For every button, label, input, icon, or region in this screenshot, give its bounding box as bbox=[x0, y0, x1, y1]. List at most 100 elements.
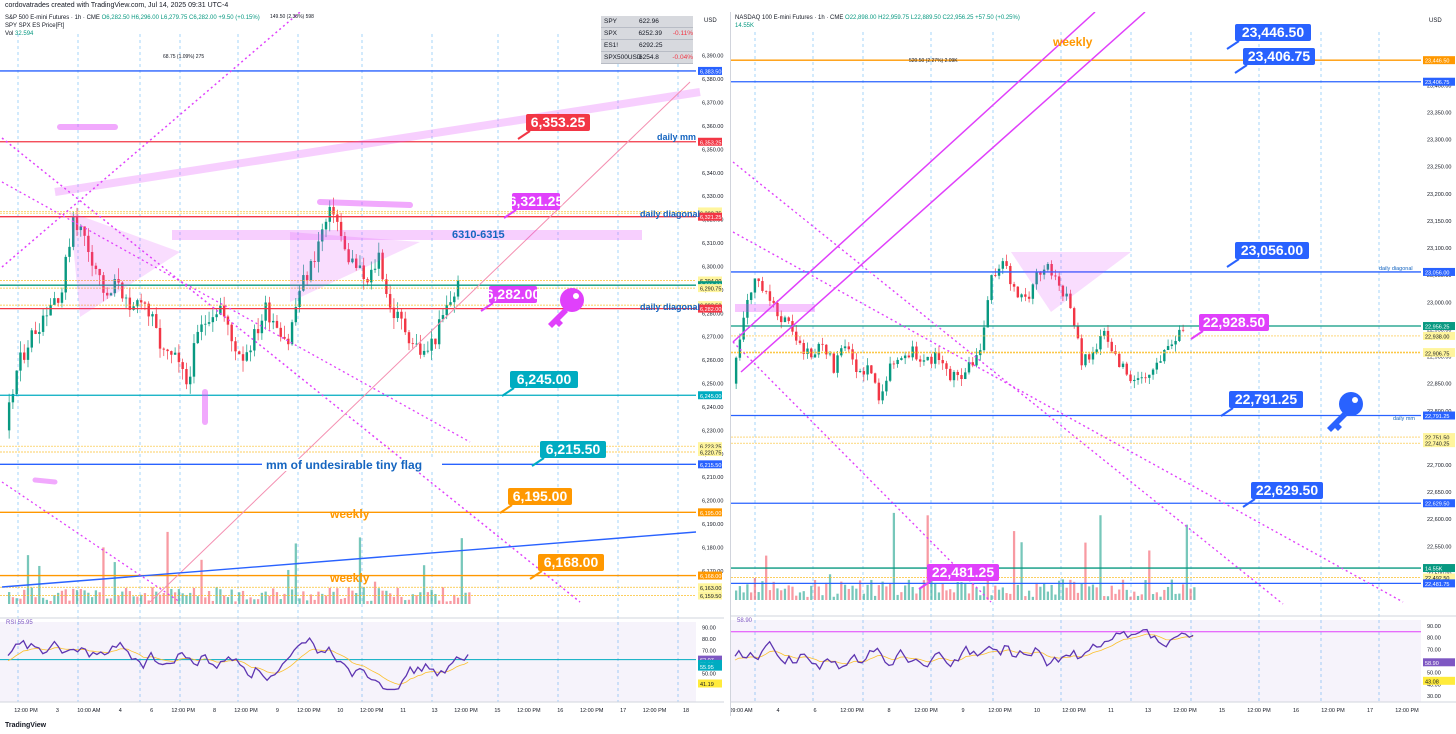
volume-bar bbox=[419, 592, 422, 604]
candle-body bbox=[15, 370, 18, 395]
candle-body bbox=[888, 363, 892, 381]
volume-bar bbox=[355, 592, 358, 604]
axis-tick: 6,180.00 bbox=[702, 545, 723, 551]
candle-body bbox=[1125, 363, 1128, 375]
es-chart-pane[interactable]: USD 6,390.00 6,380.00 6,370.00 6,360.00 6,350… bbox=[0, 12, 724, 716]
price-tag-bg bbox=[1423, 573, 1455, 582]
quote-row: SPY 622.96 bbox=[601, 16, 693, 28]
volume-bar bbox=[117, 595, 120, 604]
key-blade bbox=[548, 308, 568, 328]
price-callout: 23,406.75 bbox=[1234, 48, 1315, 74]
volume-bar bbox=[49, 600, 52, 604]
time-label: 12:00 PM bbox=[171, 708, 195, 714]
volume-bar bbox=[189, 592, 192, 604]
candle-body bbox=[738, 339, 742, 358]
time-label: 12:00 PM bbox=[297, 708, 321, 714]
callout-pointer bbox=[531, 457, 545, 467]
trend-line bbox=[1, 531, 697, 588]
time-label: 15 bbox=[1219, 708, 1225, 714]
volume-bar bbox=[207, 591, 211, 604]
price-tag-label: 6,290.75 bbox=[700, 287, 721, 293]
volume-bar bbox=[298, 598, 301, 604]
candle-body bbox=[370, 269, 373, 283]
price-tag-bg bbox=[1423, 267, 1455, 276]
volume-bar bbox=[226, 597, 230, 604]
volume-bar bbox=[1080, 583, 1083, 600]
price-tag-label: 6,282.00 bbox=[700, 307, 721, 313]
candle-body bbox=[1095, 349, 1098, 353]
volume-bar bbox=[1073, 581, 1076, 600]
candle-body bbox=[930, 356, 933, 364]
candle-body bbox=[1072, 308, 1076, 326]
volume-bar bbox=[1163, 589, 1166, 600]
volume-bar bbox=[351, 590, 354, 604]
volume-bar bbox=[964, 584, 967, 600]
volume-bar bbox=[366, 601, 369, 604]
axis-tick: 6,340.00 bbox=[702, 171, 723, 177]
volume-bar bbox=[945, 590, 948, 600]
price-callout: 22,481.25 bbox=[918, 564, 999, 590]
volume-bar bbox=[776, 588, 779, 600]
candle-body bbox=[181, 362, 184, 370]
volume-bar bbox=[385, 590, 388, 604]
candle-body bbox=[445, 305, 448, 316]
candle-body bbox=[776, 302, 779, 317]
candle-body bbox=[339, 221, 343, 237]
nq-chart-svg[interactable]: USD 23,400.00 23,350.00 23,300.00 23,250.00 2… bbox=[731, 12, 1456, 716]
axis-tick: 6,310.00 bbox=[702, 241, 723, 247]
candle-body bbox=[1121, 363, 1125, 368]
candle-body bbox=[94, 265, 98, 269]
candle-body bbox=[933, 352, 937, 364]
volume-bar bbox=[806, 596, 809, 600]
rsi-signal-line bbox=[734, 633, 1194, 665]
tradingview-logo[interactable]: TradingView bbox=[5, 722, 46, 729]
weekly-note: weekly bbox=[329, 507, 370, 521]
price-tag-bg bbox=[698, 448, 722, 457]
price-tag-label: 6,353.25 bbox=[700, 140, 721, 146]
currency-label: USD bbox=[704, 18, 717, 24]
candle-body bbox=[843, 346, 847, 349]
volume-bar bbox=[738, 586, 742, 600]
volume-bar bbox=[170, 589, 173, 604]
volume-bar bbox=[445, 601, 448, 604]
time-label: 4 bbox=[776, 708, 779, 714]
candle-body bbox=[313, 261, 316, 262]
candle-body bbox=[109, 293, 113, 296]
volume-bar bbox=[26, 555, 30, 604]
price-tag-label: 6,159.50 bbox=[700, 594, 721, 600]
callout-box bbox=[1229, 391, 1303, 408]
volume-bar bbox=[892, 512, 896, 600]
volume-bar bbox=[1084, 542, 1087, 600]
candle-body bbox=[56, 298, 60, 303]
volume-bar bbox=[1106, 596, 1110, 600]
es-overlay-line: SPY SPX ES Price[Ft] bbox=[5, 23, 65, 29]
candle-body bbox=[147, 303, 150, 317]
volume-bar bbox=[128, 591, 131, 604]
price-tag-bg bbox=[1423, 411, 1455, 420]
candle-body bbox=[234, 341, 237, 352]
candle-body bbox=[892, 363, 896, 365]
candle-body bbox=[768, 291, 772, 301]
volume-bar bbox=[460, 538, 463, 604]
volume-bar bbox=[1061, 579, 1065, 600]
candle-body bbox=[26, 347, 30, 360]
volume-bar bbox=[449, 600, 452, 604]
nq-chart-pane[interactable]: USD 23,400.00 23,350.00 23,300.00 23,250.00 2… bbox=[730, 12, 1456, 716]
rsi-tag-label: 41.19 bbox=[700, 682, 714, 688]
trend-line bbox=[740, 12, 1146, 373]
price-callout: 6,245.00 bbox=[501, 371, 578, 397]
es-chart-svg[interactable]: USD 6,390.00 6,380.00 6,370.00 6,360.00 6,350… bbox=[0, 12, 724, 716]
price-callout: 6,168.00 bbox=[529, 554, 604, 580]
volume-bar bbox=[1020, 542, 1023, 600]
callout-pointer bbox=[517, 130, 531, 140]
volume-bar bbox=[75, 590, 79, 604]
candle-body bbox=[952, 371, 956, 381]
volume-bar bbox=[404, 600, 407, 604]
candle-body bbox=[817, 343, 820, 355]
candle-body bbox=[260, 320, 264, 334]
volume-bar bbox=[757, 592, 760, 600]
volume-bar bbox=[109, 598, 113, 604]
price-tag-label: 22,956.25 bbox=[1425, 325, 1449, 331]
volume-bar bbox=[787, 585, 790, 600]
candle-body bbox=[121, 282, 124, 299]
